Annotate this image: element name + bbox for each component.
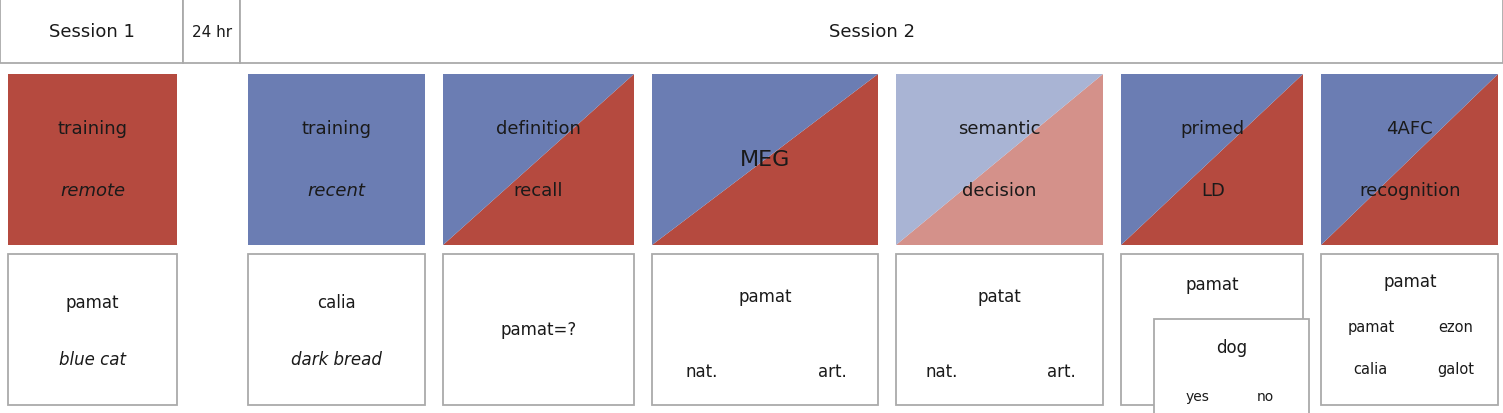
Text: definition: definition — [496, 120, 580, 138]
FancyBboxPatch shape — [1121, 254, 1303, 405]
Text: no: no — [1257, 389, 1275, 403]
FancyBboxPatch shape — [8, 74, 177, 246]
Text: pamat: pamat — [1347, 319, 1395, 334]
Text: recognition: recognition — [1359, 182, 1461, 200]
Text: dog: dog — [1216, 339, 1247, 356]
Text: art.: art. — [1048, 363, 1076, 380]
FancyBboxPatch shape — [248, 254, 425, 405]
Text: pamat: pamat — [66, 293, 119, 311]
Polygon shape — [896, 74, 1103, 246]
Text: galot: galot — [1437, 361, 1474, 376]
FancyBboxPatch shape — [652, 254, 878, 405]
Text: MEG: MEG — [739, 150, 791, 170]
Text: training: training — [302, 120, 371, 138]
Text: nat.: nat. — [685, 363, 718, 380]
Text: blue cat: blue cat — [59, 351, 126, 368]
FancyBboxPatch shape — [240, 0, 1503, 64]
Polygon shape — [896, 74, 1103, 246]
Polygon shape — [1121, 74, 1303, 246]
Text: pamat: pamat — [1186, 275, 1238, 293]
Polygon shape — [652, 74, 878, 246]
Text: art.: art. — [818, 363, 848, 380]
Text: patat: patat — [977, 287, 1022, 305]
Text: nat.: nat. — [926, 363, 957, 380]
Text: 24 hr: 24 hr — [192, 24, 231, 40]
Text: dark bread: dark bread — [292, 351, 382, 368]
Text: pamat: pamat — [1383, 272, 1437, 290]
Text: 4AFC: 4AFC — [1386, 120, 1434, 138]
Polygon shape — [1121, 74, 1303, 246]
Text: pamat=?: pamat=? — [500, 320, 577, 338]
Text: Session 1: Session 1 — [48, 23, 135, 41]
Polygon shape — [652, 74, 878, 246]
FancyBboxPatch shape — [1154, 319, 1309, 413]
Text: semantic: semantic — [959, 120, 1040, 138]
FancyBboxPatch shape — [443, 254, 634, 405]
Text: yes: yes — [1186, 389, 1210, 403]
Text: Session 2: Session 2 — [828, 23, 915, 41]
Polygon shape — [443, 74, 634, 246]
Text: remote: remote — [60, 182, 125, 200]
Polygon shape — [1321, 74, 1498, 246]
Text: ezon: ezon — [1438, 319, 1473, 334]
FancyBboxPatch shape — [1321, 254, 1498, 405]
Text: pamat: pamat — [738, 287, 792, 305]
FancyBboxPatch shape — [896, 254, 1103, 405]
Text: training: training — [57, 120, 128, 138]
FancyBboxPatch shape — [8, 254, 177, 405]
FancyBboxPatch shape — [248, 74, 425, 246]
Polygon shape — [443, 74, 634, 246]
FancyBboxPatch shape — [183, 0, 240, 64]
Text: recall: recall — [514, 182, 562, 200]
Text: calia: calia — [317, 293, 356, 311]
FancyBboxPatch shape — [0, 0, 183, 64]
Text: LD: LD — [1201, 182, 1225, 200]
Text: primed: primed — [1181, 120, 1244, 138]
Polygon shape — [1321, 74, 1498, 246]
Text: calia: calia — [1354, 361, 1387, 376]
Text: decision: decision — [962, 182, 1037, 200]
Text: recent: recent — [308, 182, 365, 200]
